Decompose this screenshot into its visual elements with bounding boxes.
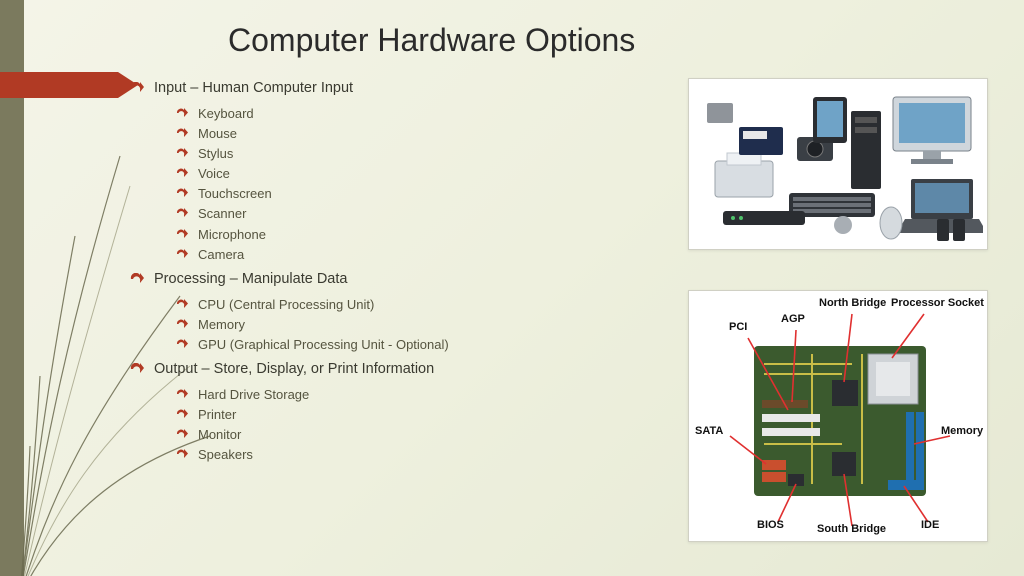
outline-content: Input – Human Computer Input Keyboard Mo… — [130, 78, 650, 469]
mb-label-nb: North Bridge — [819, 297, 886, 309]
slide-title: Computer Hardware Options — [228, 22, 635, 59]
outline-subitem-label: Monitor — [198, 425, 241, 445]
outline-subitem-label: Keyboard — [198, 104, 254, 124]
arrow-bullet-icon — [176, 319, 188, 329]
motherboard-diagram-image: PCI AGP North Bridge Processor Socket SA… — [688, 290, 988, 542]
outline-subitem-label: Touchscreen — [198, 184, 272, 204]
hardware-collage-image — [688, 78, 988, 250]
arrow-bullet-icon — [176, 449, 188, 459]
arrow-bullet-icon — [176, 148, 188, 158]
outline-subitem-label: Voice — [198, 164, 230, 184]
arrow-bullet-icon — [176, 128, 188, 138]
arrow-bullet-icon — [176, 299, 188, 309]
mb-label-sb: South Bridge — [817, 523, 886, 535]
arrow-bullet-icon — [130, 273, 144, 285]
mb-label-pci: PCI — [729, 321, 747, 333]
arrow-bullet-icon — [130, 82, 144, 94]
outline-subitem-label: Stylus — [198, 144, 233, 164]
mb-label-ide: IDE — [921, 519, 939, 531]
outline-subitem-label: CPU (Central Processing Unit) — [198, 295, 374, 315]
mb-label-mem: Memory — [941, 425, 983, 437]
outline-subitem-label: Scanner — [198, 204, 246, 224]
arrow-bullet-icon — [176, 389, 188, 399]
outline-subitem-label: Microphone — [198, 225, 266, 245]
outline-item-label: Output – Store, Display, or Print Inform… — [154, 359, 434, 381]
mb-label-cpu: Processor Socket — [891, 297, 984, 309]
arrow-bullet-icon — [176, 249, 188, 259]
arrow-bullet-icon — [176, 229, 188, 239]
mb-label-bios: BIOS — [757, 519, 784, 531]
arrow-bullet-icon — [130, 363, 144, 375]
arrow-bullet-icon — [176, 409, 188, 419]
mb-label-sata: SATA — [695, 425, 723, 437]
red-arrow-accent — [0, 68, 142, 102]
arrow-bullet-icon — [176, 429, 188, 439]
arrow-bullet-icon — [176, 188, 188, 198]
outline-subitem-label: Hard Drive Storage — [198, 385, 309, 405]
outline-subitem-label: Camera — [198, 245, 244, 265]
outline-subitem-label: Speakers — [198, 445, 253, 465]
arrow-bullet-icon — [176, 168, 188, 178]
outline-subitem-label: Printer — [198, 405, 236, 425]
mb-label-agp: AGP — [781, 313, 805, 325]
outline-item-label: Input – Human Computer Input — [154, 78, 353, 100]
outline-item-label: Processing – Manipulate Data — [154, 269, 347, 291]
arrow-bullet-icon — [176, 208, 188, 218]
arrow-bullet-icon — [176, 108, 188, 118]
outline-subitem-label: Memory — [198, 315, 245, 335]
arrow-bullet-icon — [176, 339, 188, 349]
outline-subitem-label: GPU (Graphical Processing Unit - Optiona… — [198, 335, 449, 355]
outline-subitem-label: Mouse — [198, 124, 237, 144]
